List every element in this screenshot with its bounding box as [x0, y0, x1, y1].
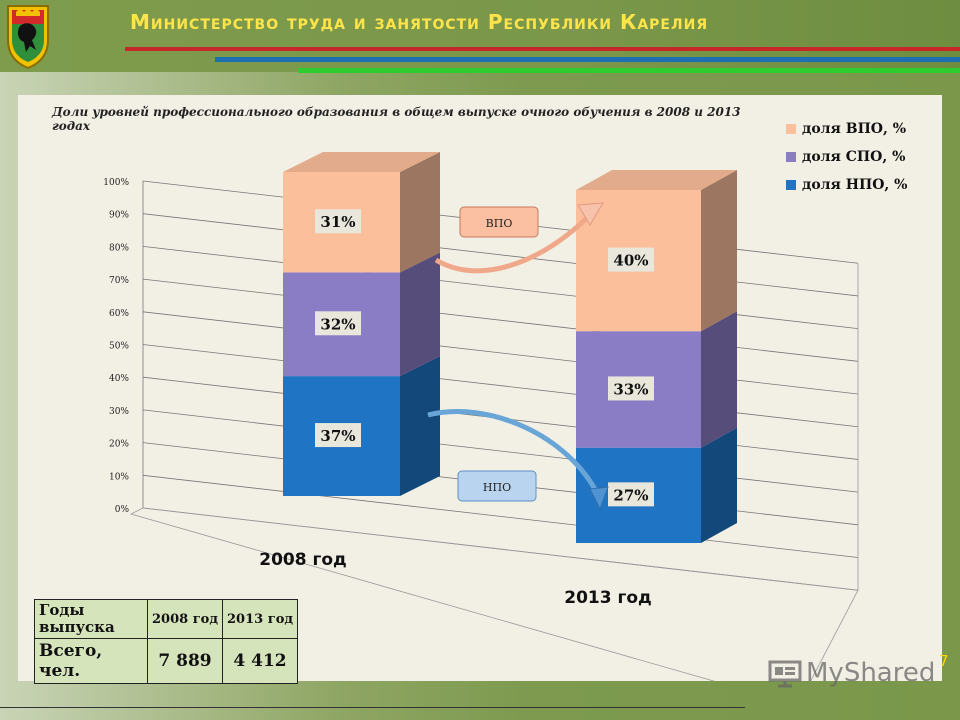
page-number: 7 [939, 652, 949, 670]
gridline [142, 246, 859, 330]
gridline [142, 474, 859, 558]
y-tick-label: 0% [115, 505, 130, 515]
data-label: 40% [613, 252, 648, 270]
vpo-arrow [434, 215, 590, 274]
y-tick-label: 10% [109, 472, 129, 482]
watermark-text: MyShared [806, 658, 936, 688]
bar-top-1 [576, 170, 737, 190]
chart-title: Доли уровней профессионального образован… [52, 105, 741, 133]
gridline [142, 311, 859, 395]
gridline [142, 344, 859, 428]
data-label: 27% [613, 486, 648, 504]
data-label-bg [315, 311, 361, 336]
bar-top-0 [283, 152, 440, 172]
bar-side-npo-0 [400, 356, 440, 496]
bar-side-spo-0 [400, 252, 440, 377]
data-label: 37% [320, 427, 355, 445]
stripe-blue [215, 57, 960, 62]
data-label: 31% [320, 213, 355, 231]
legend-label-npo: доля НПО, % [802, 177, 908, 193]
bar-side-vpo-1 [701, 170, 737, 332]
y-tick-label: 60% [109, 309, 129, 319]
data-label: 32% [320, 315, 355, 333]
graduates-table: Годы выпуска 2008 год 2013 год Всего, че… [34, 599, 299, 684]
vpo-arrowhead [577, 202, 604, 226]
stripe-green [298, 68, 960, 73]
bar-side-npo-1 [701, 427, 737, 543]
table-row-label: Всего, чел. [34, 638, 148, 684]
chart-legend: доля ВПО, % доля СПО, % доля НПО, % [786, 115, 907, 199]
y-tick-label: 70% [109, 276, 129, 286]
npo-annotation-box [457, 470, 537, 502]
stripe-red [125, 47, 960, 51]
stacked-bar-chart: 0% 10% 20% 30% 40% 50% 60% 70% 80% 90% 100% 37% 32% 3… [103, 152, 859, 681]
y-tick-label: 100% [103, 178, 129, 188]
gridline [142, 213, 859, 297]
vpo-annotation-label: ВПО [486, 217, 513, 230]
bar-side-spo-1 [701, 311, 737, 448]
table-value-2008: 7 889 [146, 638, 224, 684]
npo-annotation-label: НПО [483, 481, 511, 494]
bottom-divider [0, 707, 745, 708]
y-tick-label: 50% [109, 342, 129, 352]
npo-arrow [427, 409, 601, 497]
legend-swatch-vpo [786, 124, 796, 134]
table-value-2013: 4 412 [222, 638, 299, 684]
data-label-bg [315, 209, 361, 234]
y-tick-label: 40% [109, 374, 129, 384]
legend-item-spo: доля СПО, % [786, 143, 907, 171]
legend-swatch-spo [786, 152, 796, 162]
y-tick-label: 20% [109, 440, 129, 450]
data-label-bg [608, 376, 654, 401]
y-tick-label: 30% [109, 407, 129, 417]
data-label: 33% [613, 380, 648, 398]
data-label-bg [608, 482, 654, 507]
gridline [142, 409, 859, 493]
table-header-2013: 2013 год [222, 599, 299, 639]
karelia-emblem-icon [7, 5, 49, 70]
legend-label-spo: доля СПО, % [802, 149, 906, 165]
gridline [142, 278, 859, 362]
bar-side-vpo-0 [400, 152, 440, 273]
category-label: 2008 год [259, 550, 347, 570]
legend-item-npo: доля НПО, % [786, 171, 907, 199]
table-row: Всего, чел. 7 889 4 412 [34, 638, 299, 684]
header-band: Министерство труда и занятости Республик… [0, 0, 960, 73]
legend-swatch-npo [786, 180, 796, 190]
vpo-annotation-box [459, 206, 539, 238]
y-tick-label: 90% [109, 211, 129, 221]
slide-panel: 0% 10% 20% 30% 40% 50% 60% 70% 80% 90% 100% 37% 32% 3… [18, 95, 942, 684]
legend-label-vpo: доля ВПО, % [802, 121, 907, 137]
category-label: 2013 год [564, 588, 652, 608]
y-tick-label: 80% [109, 243, 129, 253]
table-header-row: Годы выпуска 2008 год 2013 год [34, 599, 299, 639]
presentation-icon [768, 660, 802, 688]
data-label-bg [608, 247, 654, 272]
legend-item-vpo: доля ВПО, % [786, 115, 907, 143]
data-label-bg [315, 423, 361, 448]
table-header-2008: 2008 год [146, 599, 224, 639]
watermark: MyShared [768, 656, 935, 690]
npo-arrowhead [589, 486, 609, 511]
ministry-title: Министерство труда и занятости Республик… [130, 10, 709, 34]
table-corner-label: Годы выпуска [34, 599, 148, 639]
